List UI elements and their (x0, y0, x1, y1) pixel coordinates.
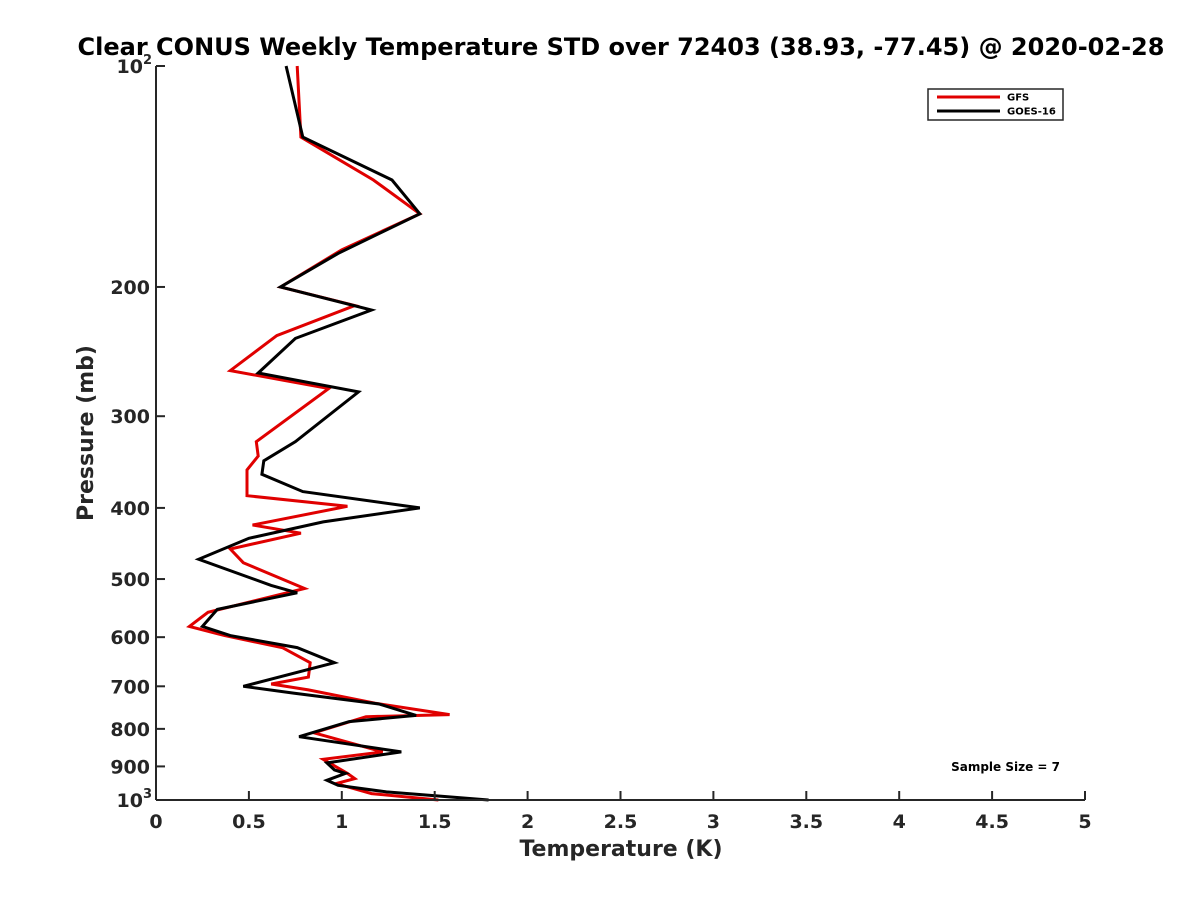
y-tick-label: 400 (110, 498, 150, 520)
x-tick-label: 0.5 (232, 811, 266, 833)
legend: GFS GOES-16 (927, 88, 1064, 121)
sample-size-annotation: Sample Size = 7 (951, 760, 1060, 774)
y-tick-label: 600 (110, 627, 150, 649)
x-tick-label: 4.5 (975, 811, 1009, 833)
chart-title: Clear CONUS Weekly Temperature STD over … (78, 33, 1165, 61)
y-tick-label: 102 (117, 53, 153, 78)
y-tick-label: 500 (110, 569, 150, 591)
legend-box (927, 88, 1064, 121)
legend-label: GFS (1007, 93, 1029, 104)
y-axis-label: Pressure (mb) (74, 345, 99, 521)
plot-area (186, 65, 489, 802)
x-tick-label: 0 (149, 811, 162, 833)
y-tick-label: 300 (110, 406, 150, 428)
y-tick-label: 700 (110, 676, 150, 698)
x-tick-label: 5 (1078, 811, 1091, 833)
x-tick-label: 1 (335, 811, 348, 833)
axes: 0 0.5 1 1.5 2 2.5 3 3.5 4 4.5 5 102 200 300 400 500 600 7… (110, 53, 1091, 833)
y-tick-label: 900 (110, 756, 150, 778)
x-tick-label: 3 (707, 811, 720, 833)
series-line-goes-16 (194, 65, 489, 802)
x-tick-label: 2.5 (604, 811, 638, 833)
y-tick-label: 200 (110, 277, 150, 299)
legend-label: GOES-16 (1007, 107, 1056, 118)
x-axis-label: Temperature (K) (519, 837, 722, 862)
y-tick-label: 800 (110, 719, 150, 741)
x-tick-label: 3.5 (789, 811, 823, 833)
x-tick-label: 2 (521, 811, 534, 833)
y-tick-label: 103 (117, 787, 153, 812)
x-tick-label: 1.5 (418, 811, 452, 833)
x-tick-label: 4 (893, 811, 906, 833)
